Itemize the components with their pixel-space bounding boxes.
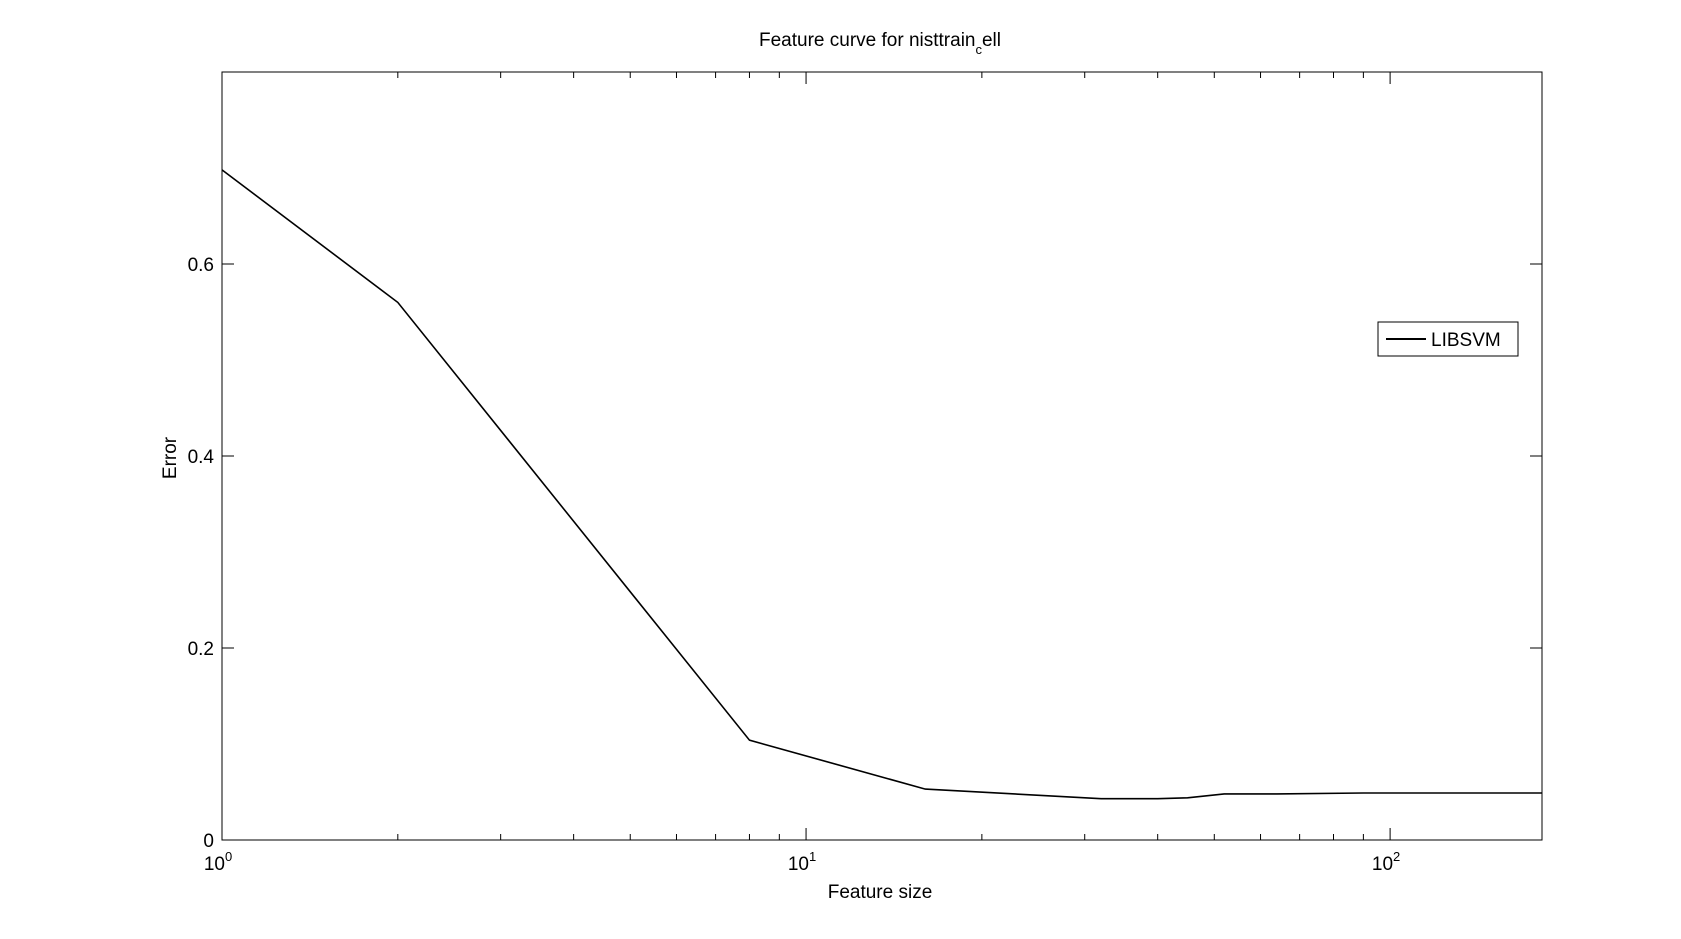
chart-title: Feature curve for nisttraincell: [759, 30, 1001, 57]
x-axis-label: Feature size: [828, 882, 933, 903]
series-line-libsvm: [221, 169, 1542, 800]
chart-title-suffix: ell: [982, 30, 1001, 51]
y-tick-label: 0.2: [188, 639, 214, 660]
x-tick-label: 100: [204, 849, 232, 875]
legend-entry-label: LIBSVM: [1431, 330, 1501, 351]
x-tick-label: 101: [788, 849, 816, 875]
y-axis-label: Error: [160, 436, 181, 479]
y-tick-label: 0: [203, 831, 214, 852]
chart-title-subscript: c: [975, 42, 982, 57]
x-tick-label: 102: [1372, 849, 1400, 875]
y-tick-label: 0.6: [188, 255, 214, 276]
y-tick-label: 0.4: [188, 447, 215, 468]
plot-area-frame: [221, 71, 1543, 841]
